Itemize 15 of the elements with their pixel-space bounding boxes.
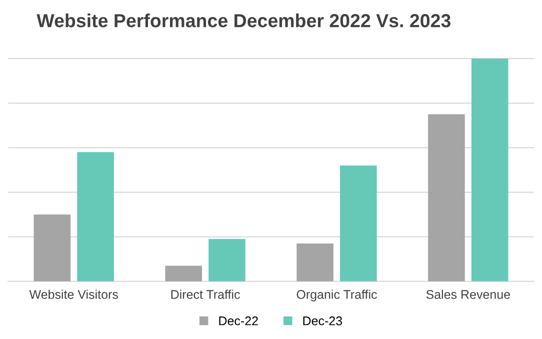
bar — [165, 266, 202, 282]
bar — [208, 239, 246, 282]
bar — [77, 152, 114, 282]
chart-title: Website Performance December 2022 Vs. 2023 — [36, 14, 450, 28]
bar — [34, 214, 71, 282]
x-tick-label: Website Visitors — [29, 290, 118, 299]
bar — [340, 166, 377, 282]
legend-label: Dec-23 — [303, 316, 342, 326]
x-tick-label: Sales Revenue — [426, 290, 510, 299]
bar — [471, 58, 508, 282]
x-tick-label: Organic Traffic — [296, 290, 377, 302]
bar — [296, 244, 334, 282]
legend-label: Dec-22 — [219, 316, 258, 326]
x-tick-label: Direct Traffic — [171, 290, 240, 299]
bar — [428, 114, 465, 282]
